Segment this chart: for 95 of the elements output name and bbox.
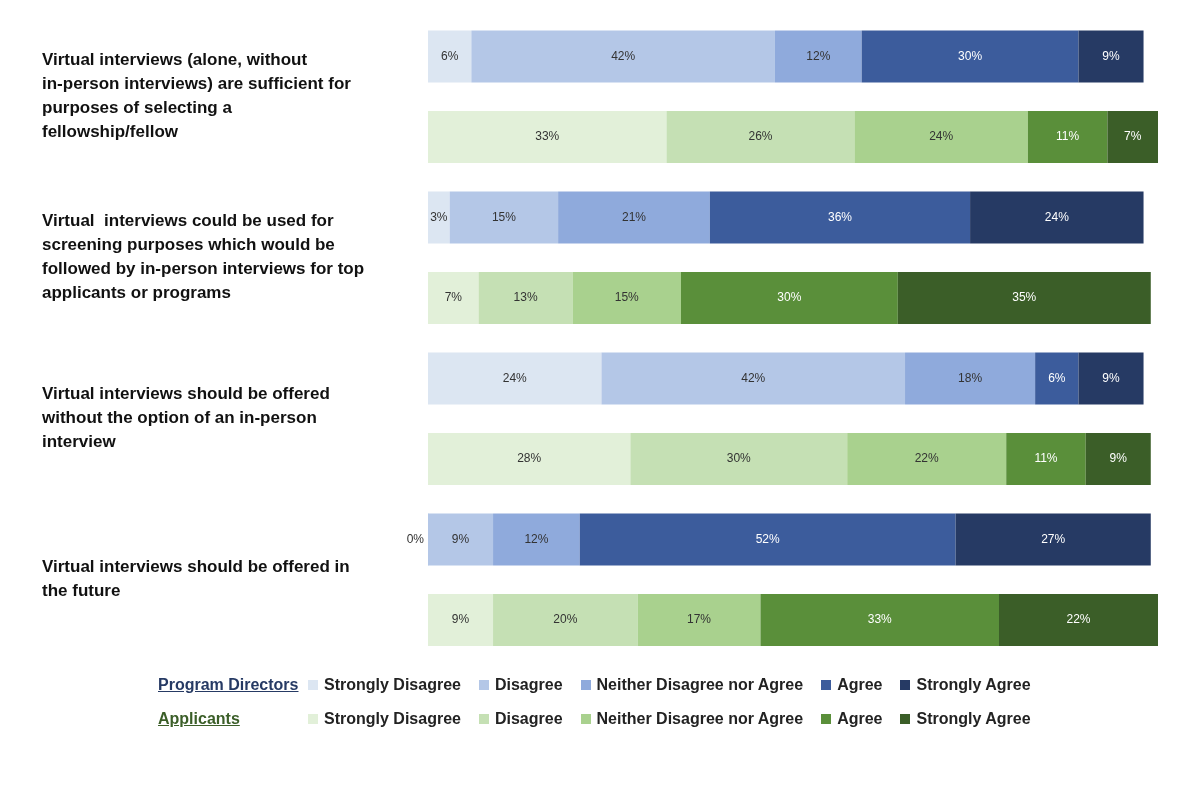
data-label: 17% xyxy=(687,612,712,627)
bar xyxy=(471,30,775,83)
bar xyxy=(428,191,450,244)
bar xyxy=(847,432,1007,485)
data-label: 26% xyxy=(748,129,773,144)
data-label: 0% xyxy=(406,531,425,546)
data-label: 20% xyxy=(553,612,578,627)
data-label: 33% xyxy=(867,612,893,627)
data-label: 21% xyxy=(621,209,647,224)
data-label: 9% xyxy=(1102,370,1121,385)
bar xyxy=(1035,352,1079,405)
bar xyxy=(428,513,494,566)
y-tick-label: Virtual interviews could be used for screening purposes which would be followed by in-person interviews for top applicants or programs xyxy=(42,210,365,302)
bar xyxy=(1006,432,1086,485)
bar xyxy=(861,30,1079,83)
bar xyxy=(1027,110,1108,163)
bar xyxy=(428,432,631,485)
data-label: 9% xyxy=(451,612,470,627)
bar xyxy=(905,352,1036,405)
data-label: 33% xyxy=(535,129,560,144)
bar xyxy=(637,593,761,646)
data-label: 7% xyxy=(1124,129,1142,144)
legend-label: Strongly Agree xyxy=(916,710,1031,728)
data-label: 30% xyxy=(777,290,802,305)
bar xyxy=(449,191,559,244)
data-label: 3% xyxy=(430,209,448,224)
legend-label: Agree xyxy=(837,710,883,728)
bar xyxy=(601,352,906,405)
legend-label: Neither Disagree nor Agree xyxy=(596,710,804,728)
data-label: 35% xyxy=(1012,290,1037,305)
data-label: 22% xyxy=(914,451,940,466)
bar xyxy=(998,593,1158,646)
bar xyxy=(428,352,602,405)
data-label: 15% xyxy=(491,209,517,224)
y-tick-label: Virtual interviews should be offered in the future xyxy=(42,556,350,600)
data-label: 28% xyxy=(517,451,542,466)
text: Applicants xyxy=(157,710,241,728)
bar xyxy=(428,30,472,83)
data-label: 11% xyxy=(1034,451,1058,466)
bar xyxy=(579,513,956,566)
bar xyxy=(709,191,971,244)
bar xyxy=(774,30,862,83)
bar xyxy=(558,191,710,244)
bar xyxy=(572,271,681,324)
bar xyxy=(854,110,1028,163)
data-label: 9% xyxy=(1109,451,1128,466)
data-label: 13% xyxy=(513,290,538,305)
data-label: 12% xyxy=(524,531,549,546)
data-label: 18% xyxy=(958,370,983,385)
data-label: 24% xyxy=(1044,209,1070,224)
y-tick-label: Virtual interviews (alone, without in-person interviews) are sufficient for purposes of selecting a fellowship/fellow xyxy=(42,49,352,141)
legend-label: Strongly Agree xyxy=(916,676,1031,694)
bar xyxy=(897,271,1151,324)
bar xyxy=(1078,30,1144,83)
legend-label: Strongly Disagree xyxy=(324,676,461,694)
data-label: 27% xyxy=(1041,531,1066,546)
data-label: 9% xyxy=(1102,48,1121,63)
data-label: 24% xyxy=(502,370,528,385)
bar xyxy=(478,271,573,324)
bar xyxy=(1085,432,1151,485)
data-label: 24% xyxy=(929,129,954,144)
bar xyxy=(493,513,580,566)
legend-label: Neither Disagree nor Agree xyxy=(596,676,804,694)
data-label: 42% xyxy=(611,48,636,63)
legend-label: Disagree xyxy=(494,676,563,694)
data-label: 52% xyxy=(755,531,781,546)
bar xyxy=(760,593,999,646)
data-label: 30% xyxy=(958,48,983,63)
bar xyxy=(955,513,1151,566)
data-label: 36% xyxy=(827,209,853,224)
data-label: 7% xyxy=(444,290,463,305)
text: Program Directors xyxy=(157,676,300,694)
data-label: 6% xyxy=(1048,370,1066,385)
bar xyxy=(680,271,898,324)
data-label: 11% xyxy=(1056,129,1080,144)
bar xyxy=(1078,352,1144,405)
legend-label: Disagree xyxy=(494,710,563,728)
bar xyxy=(1107,110,1158,163)
legend-label: Strongly Disagree xyxy=(324,710,461,728)
bar xyxy=(428,110,667,163)
data-label: 42% xyxy=(741,370,766,385)
bar xyxy=(970,191,1144,244)
y-tick-label: Virtual interviews should be offered without the option of an in-person interview xyxy=(41,383,330,451)
bar xyxy=(428,271,479,324)
data-label: 22% xyxy=(1066,612,1091,627)
data-label: 6% xyxy=(441,48,459,63)
bar xyxy=(493,593,638,646)
data-label: 9% xyxy=(451,531,470,546)
data-label: 15% xyxy=(614,290,640,305)
data-label: 30% xyxy=(726,451,752,466)
bar xyxy=(428,593,494,646)
bar xyxy=(630,432,848,485)
bar xyxy=(666,110,855,163)
legend-label: Agree xyxy=(837,676,883,694)
data-label: 12% xyxy=(806,48,831,63)
